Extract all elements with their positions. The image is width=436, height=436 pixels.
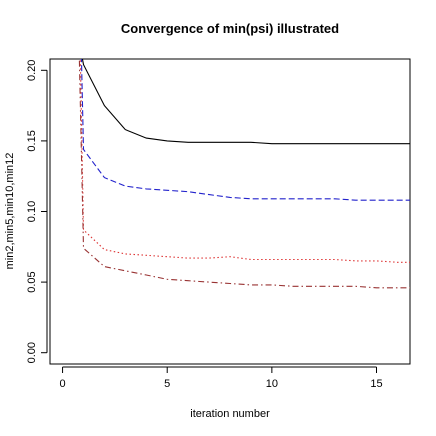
x-tick-label: 10	[266, 378, 278, 390]
series-line-2	[80, 59, 410, 201]
series-line-3	[79, 59, 410, 263]
series-line-4	[78, 59, 410, 289]
y-axis: 0.00 0.05 0.10 0.15 0.20	[26, 60, 48, 363]
x-axis: 0 5 10 15	[59, 366, 383, 390]
x-tick-label: 5	[164, 378, 170, 390]
x-axis-label: iteration number	[190, 408, 270, 420]
series-layer	[78, 59, 410, 289]
chart-title: Convergence of min(psi) illustrated	[121, 21, 339, 36]
y-tick-label: 0.00	[26, 342, 38, 363]
y-tick-label: 0.10	[26, 201, 38, 222]
y-axis-label: min2,min5,min10,min12	[4, 153, 16, 270]
plot-frame	[49, 58, 411, 365]
x-tick-label: 15	[370, 378, 382, 390]
y-tick-label: 0.15	[26, 130, 38, 151]
y-tick-label: 0.20	[26, 60, 38, 81]
x-tick-label: 0	[59, 378, 65, 390]
y-tick-label: 0.05	[26, 271, 38, 292]
series-line-1	[81, 59, 410, 145]
